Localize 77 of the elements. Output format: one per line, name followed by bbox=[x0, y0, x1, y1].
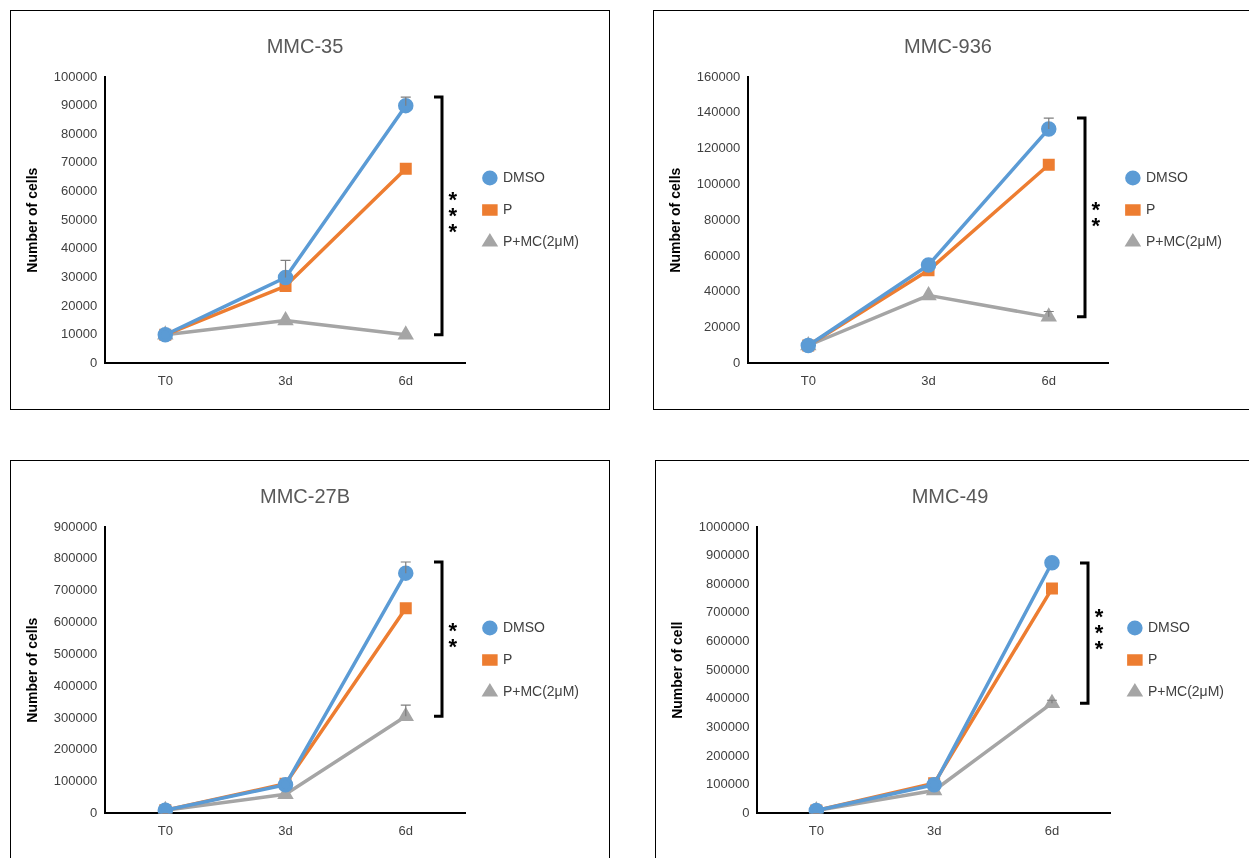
legend-label: P bbox=[502, 650, 513, 667]
chart-title: MMC-936 bbox=[904, 34, 992, 57]
legend-label: DMSO bbox=[502, 168, 545, 185]
y-tick-label: 100000 bbox=[53, 773, 98, 789]
y-axis-title: Number of cells bbox=[24, 617, 41, 723]
y-tick-label: 90000 bbox=[61, 97, 98, 113]
y-tick-label: 10000 bbox=[61, 326, 98, 342]
x-tick-label: 3d bbox=[278, 822, 293, 838]
y-tick-label: 300000 bbox=[706, 719, 750, 735]
y-tick-label: 50000 bbox=[61, 211, 98, 227]
x-tick-label: 6d bbox=[398, 822, 413, 838]
x-tick-label: T0 bbox=[800, 372, 816, 388]
y-tick-label: 200000 bbox=[706, 747, 750, 763]
annotation: *** bbox=[447, 186, 459, 244]
legend-label: DMSO bbox=[502, 618, 545, 635]
legend-label: DMSO bbox=[1147, 618, 1190, 635]
annotation: ** bbox=[447, 618, 459, 660]
chart-title: MMC-49 bbox=[911, 484, 989, 507]
y-axis-title: Number of cells bbox=[24, 167, 41, 273]
legend-label: P+MC(2μM) bbox=[1147, 682, 1224, 699]
y-tick-label: 900000 bbox=[706, 547, 750, 563]
y-tick-label: 100000 bbox=[53, 68, 98, 84]
y-tick-label: 40000 bbox=[61, 240, 98, 256]
y-tick-label: 0 bbox=[89, 354, 98, 370]
y-tick-label: 120000 bbox=[696, 140, 741, 156]
chart-title: MMC-35 bbox=[266, 34, 344, 57]
y-tick-label: 300000 bbox=[53, 709, 98, 725]
x-tick-label: 6d bbox=[1041, 372, 1056, 388]
y-tick-label: 80000 bbox=[704, 211, 741, 227]
y-tick-label: 500000 bbox=[53, 645, 98, 661]
y-tick-label: 60000 bbox=[704, 247, 741, 263]
y-tick-label: 700000 bbox=[53, 582, 98, 598]
y-tick-label: 900000 bbox=[53, 518, 98, 534]
y-axis-title: Number of cells bbox=[667, 167, 684, 273]
x-tick-label: 3d bbox=[926, 822, 942, 838]
y-tick-label: 200000 bbox=[53, 741, 98, 757]
y-tick-label: 140000 bbox=[696, 104, 741, 120]
chart-title: MMC-27B bbox=[259, 484, 351, 507]
y-tick-label: 800000 bbox=[706, 575, 750, 591]
legend-label: P bbox=[1145, 200, 1156, 217]
x-tick-label: T0 bbox=[808, 822, 824, 838]
y-tick-label: 100000 bbox=[696, 175, 741, 191]
y-tick-label: 500000 bbox=[706, 661, 750, 677]
y-tick-label: 0 bbox=[732, 354, 741, 370]
y-tick-label: 30000 bbox=[61, 269, 98, 285]
legend-label: P+MC(2μM) bbox=[502, 682, 579, 699]
y-tick-label: 0 bbox=[742, 804, 750, 820]
y-tick-label: 100000 bbox=[706, 776, 750, 792]
y-tick-label: 0 bbox=[89, 804, 98, 820]
legend-label: DMSO bbox=[1145, 168, 1188, 185]
annotation: *** bbox=[1093, 603, 1105, 661]
y-tick-label: 40000 bbox=[704, 283, 741, 299]
annotation: ** bbox=[1090, 196, 1102, 238]
x-tick-label: T0 bbox=[157, 822, 173, 838]
y-tick-label: 600000 bbox=[706, 633, 750, 649]
y-tick-label: 400000 bbox=[706, 690, 750, 706]
y-tick-label: 80000 bbox=[61, 125, 98, 141]
y-tick-label: 20000 bbox=[61, 297, 98, 313]
y-tick-label: 20000 bbox=[704, 319, 741, 335]
x-tick-label: 3d bbox=[921, 372, 936, 388]
y-tick-label: 800000 bbox=[53, 550, 98, 566]
y-tick-label: 70000 bbox=[61, 154, 98, 170]
legend-label: P bbox=[1147, 650, 1158, 667]
x-tick-label: 3d bbox=[278, 372, 293, 388]
legend-label: P+MC(2μM) bbox=[502, 232, 579, 249]
y-tick-label: 700000 bbox=[706, 604, 750, 620]
y-tick-label: 1000000 bbox=[698, 518, 750, 534]
x-tick-label: 6d bbox=[398, 372, 413, 388]
legend-label: P+MC(2μM) bbox=[1145, 232, 1222, 249]
x-tick-label: T0 bbox=[157, 372, 173, 388]
legend-label: P bbox=[502, 200, 513, 217]
y-tick-label: 160000 bbox=[696, 68, 741, 84]
y-tick-label: 600000 bbox=[53, 614, 98, 630]
y-tick-label: 60000 bbox=[61, 183, 98, 199]
y-axis-title: Number of cell bbox=[669, 621, 686, 719]
x-tick-label: 6d bbox=[1044, 822, 1060, 838]
y-tick-label: 400000 bbox=[53, 677, 98, 693]
